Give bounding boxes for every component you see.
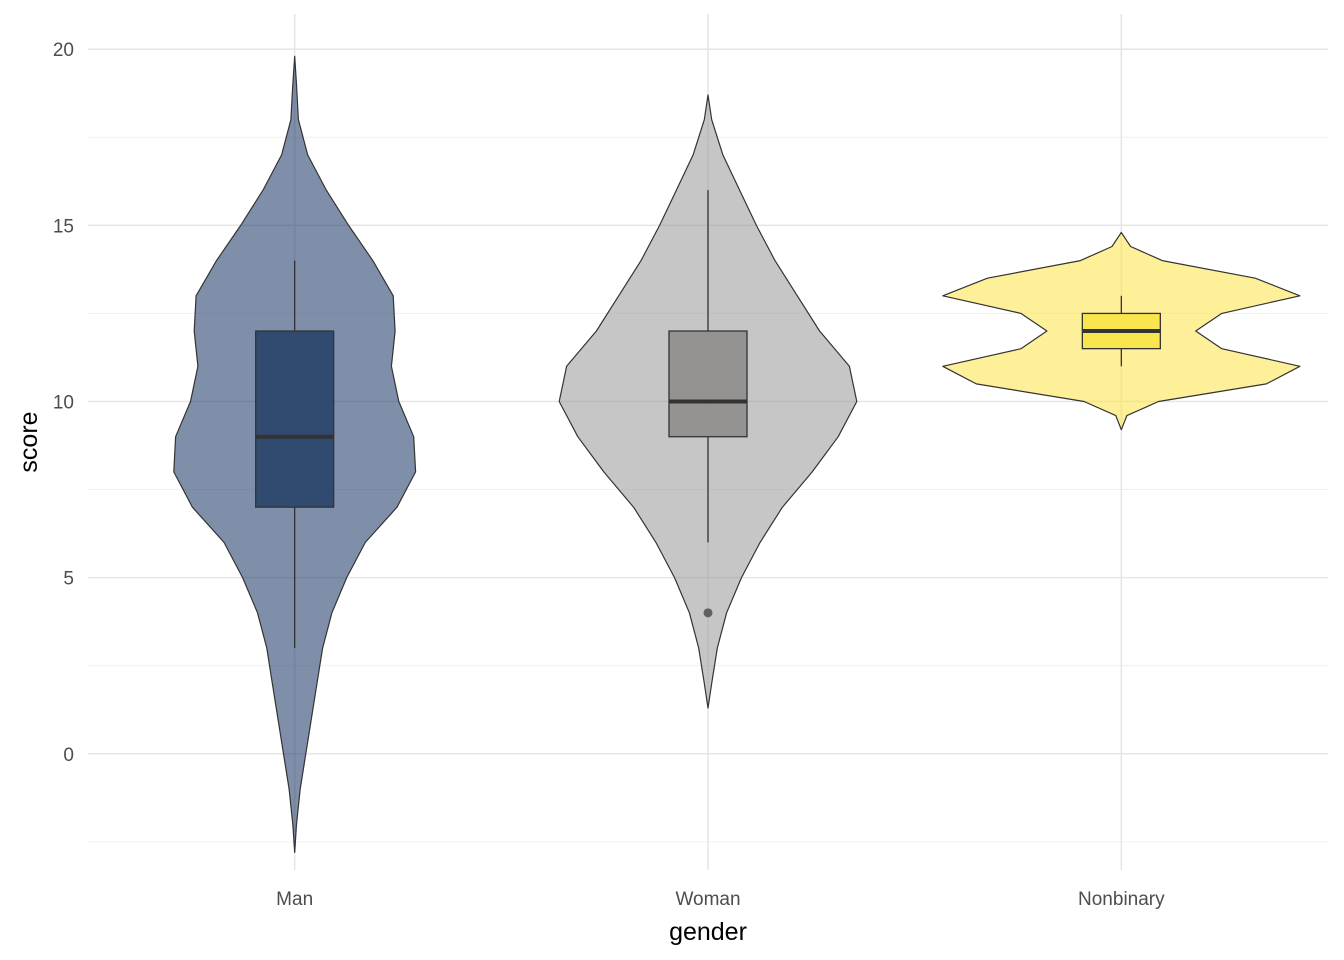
x-tick-label: Nonbinary	[1078, 889, 1165, 910]
y-tick-label: 15	[53, 216, 74, 237]
x-axis-title: gender	[669, 918, 747, 946]
y-tick-label: 0	[63, 745, 74, 766]
y-tick-label: 10	[53, 392, 74, 413]
x-tick-label: Woman	[675, 889, 740, 910]
y-tick-label: 5	[63, 569, 74, 590]
box-man	[255, 330, 335, 508]
tick-labels: 0 5 10 15 20 Man Woman Nonbinary	[53, 40, 1165, 910]
box-woman	[668, 330, 748, 438]
boxplots	[255, 190, 1161, 649]
violins	[173, 55, 1301, 853]
y-axis-title: score	[15, 411, 43, 472]
y-tick-label: 20	[53, 40, 74, 61]
outlier-point	[703, 608, 713, 618]
x-tick-label: Man	[276, 889, 313, 910]
